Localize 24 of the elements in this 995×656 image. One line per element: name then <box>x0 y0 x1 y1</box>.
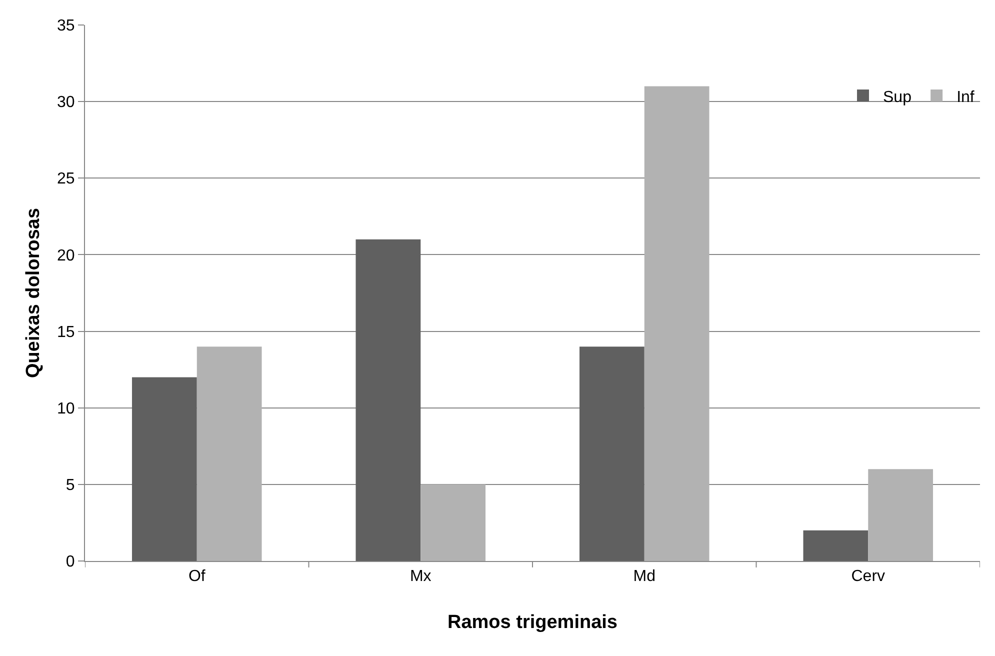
bar <box>420 484 486 561</box>
x-axis-title: Ramos trigeminais <box>448 612 618 633</box>
y-tick-label: 35 <box>57 18 75 35</box>
y-tick-label: 25 <box>57 170 75 188</box>
y-tick-label: 15 <box>57 324 75 341</box>
bar <box>644 86 710 561</box>
y-tick-label: 10 <box>57 400 75 418</box>
y-tick-label: 0 <box>66 554 75 571</box>
x-tick-label: Md <box>633 568 656 586</box>
bar <box>868 469 934 561</box>
bar <box>579 346 644 561</box>
bar <box>803 530 868 561</box>
y-tick-label: 20 <box>57 247 75 264</box>
y-axis-title: Queixas dolorosas <box>22 208 44 378</box>
x-tick-label: Of <box>188 568 206 586</box>
bar <box>356 239 421 561</box>
legend-label: Sup <box>883 88 912 106</box>
x-tick-label: Cerv <box>851 568 886 586</box>
y-tick-label: 5 <box>66 477 75 494</box>
x-tick-label: Mx <box>410 568 432 586</box>
bar <box>196 346 262 561</box>
legend-label: Inf <box>956 88 975 106</box>
bar <box>132 377 197 561</box>
y-tick-label: 30 <box>57 94 75 112</box>
